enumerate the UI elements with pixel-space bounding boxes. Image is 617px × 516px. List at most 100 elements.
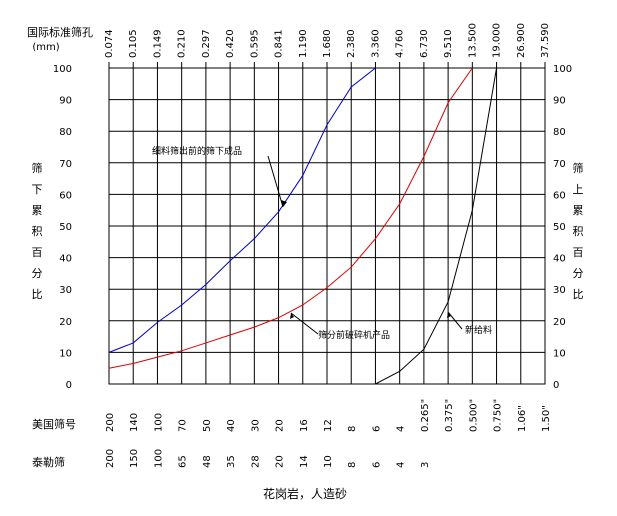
us-sieve-tick-label: 0.500" — [468, 399, 479, 432]
y-left-title-char: 筛 — [32, 161, 43, 175]
y-left-tick-label: 80 — [59, 127, 72, 138]
top-tick-label: 1.680 — [322, 29, 333, 58]
tyler-sieve-tick-label: 14 — [299, 455, 310, 468]
us-sieve-tick-label: 4 — [396, 426, 407, 432]
top-tick-label: 2.380 — [346, 29, 357, 58]
y-left-title-char: 累 — [32, 204, 43, 217]
y-right-tick-label: 90 — [553, 96, 566, 107]
us-sieve-tick-label: 100 — [153, 413, 164, 432]
top-tick-label: 3.360 — [370, 29, 381, 58]
top-tick-label: 6.730 — [419, 29, 430, 58]
top-tick-label: 0.595 — [249, 29, 260, 58]
tyler-sieve-tick-label: 200 — [105, 449, 116, 468]
tyler-sieve-tick-label: 65 — [178, 455, 189, 468]
series-label-leader — [267, 155, 284, 208]
top-tick-label: 26.900 — [516, 23, 527, 58]
tyler-sieve-tick-label: 28 — [250, 455, 261, 468]
tyler-sieve-tick-label: 8 — [347, 462, 358, 468]
y-right-tick-label: 70 — [553, 159, 566, 170]
us-sieve-tick-label: 70 — [178, 419, 189, 432]
tyler-sieve-tick-label: 100 — [153, 449, 164, 468]
series-label-1: 细料筛出前的筛下成品 — [152, 145, 242, 157]
y-left-title-char: 比 — [32, 288, 43, 301]
us-sieve-tick-label: 0.375" — [444, 399, 455, 432]
us-sieve-tick-label: 0.265" — [420, 399, 431, 432]
top-tick-label: 0.841 — [274, 29, 285, 58]
top-tick-label: 0.297 — [201, 29, 212, 58]
y-left-tick-label: 20 — [59, 317, 72, 328]
top-tick-label: 0.210 — [177, 29, 188, 58]
y-left-title-char: 积 — [32, 225, 43, 238]
tyler-sieve-tick-label: 150 — [129, 449, 140, 468]
top-tick-label: 37.590 — [540, 23, 551, 58]
y-left-tick-label: 70 — [59, 159, 72, 170]
tyler-sieve-tick-label: 10 — [323, 455, 334, 468]
us-sieve-tick-label: 140 — [129, 413, 140, 432]
top-tick-label: 19.000 — [492, 23, 503, 58]
series-group — [108, 67, 498, 385]
top-tick-label: 0.105 — [128, 29, 139, 58]
y-right-tick-label: 80 — [553, 127, 566, 138]
series-line-1 — [108, 67, 376, 353]
chart-title: 花岗岩，人造砂 — [263, 486, 347, 501]
y-left-tick-label: 100 — [53, 64, 72, 75]
y-left-title-char: 下 — [32, 183, 43, 196]
y-right-title-char: 分 — [573, 267, 584, 280]
y-right-tick-label: 10 — [553, 348, 566, 359]
y-right-tick-label: 100 — [553, 64, 572, 75]
tyler-sieve-tick-label: 3 — [420, 462, 431, 468]
tyler-sieve-tick-label: 4 — [396, 462, 407, 468]
series-label-2: 筛分前破碎机产品 — [318, 329, 390, 341]
y-left-title-char: 分 — [32, 267, 43, 280]
series-label-3: 新给料 — [465, 324, 492, 336]
us-sieve-label: 美国筛号 — [32, 417, 76, 431]
us-sieve-tick-label: 8 — [347, 426, 358, 432]
y-right-tick-label: 60 — [553, 190, 566, 201]
y-right-title-char: 累 — [573, 204, 584, 217]
top-tick-label: 0.149 — [152, 29, 163, 58]
us-sieve-tick-label: 0.750" — [493, 399, 504, 432]
leader-arrow — [290, 313, 294, 319]
y-left-tick-label: 50 — [59, 222, 72, 233]
series-label-leader — [447, 311, 463, 330]
tyler-sieve-tick-label: 35 — [226, 455, 237, 468]
top-tick-label: 9.510 — [443, 29, 454, 58]
us-sieve-tick-label: 200 — [105, 413, 116, 432]
y-right-tick-label: 20 — [553, 317, 566, 328]
series-line-3 — [375, 67, 498, 385]
us-sieve-tick-label: 50 — [202, 419, 213, 432]
y-right-tick-label: 50 — [553, 222, 566, 233]
y-right-title-char: 上 — [573, 183, 584, 196]
us-sieve-tick-label: 1.06" — [517, 405, 528, 432]
y-right-tick-label: 30 — [553, 285, 566, 296]
y-left-tick-label: 60 — [59, 190, 72, 201]
y-right-title-char: 筛 — [573, 161, 584, 175]
top-axis-label: 国际标准筛孔 — [27, 25, 93, 39]
y-right-title-char: 比 — [573, 288, 584, 301]
series-line-2 — [108, 67, 473, 369]
top-tick-label: 0.074 — [104, 29, 115, 58]
y-right-tick-label: 0 — [553, 380, 559, 391]
us-sieve-tick-label: 20 — [275, 419, 286, 432]
y-left-title-char: 百 — [32, 246, 43, 259]
top-axis-unit: (mm) — [32, 42, 59, 53]
top-tick-label: 0.420 — [225, 29, 236, 58]
y-left-tick-label: 0 — [66, 380, 72, 391]
top-tick-label: 1.190 — [298, 29, 309, 58]
tyler-sieve-tick-label: 20 — [275, 455, 286, 468]
tyler-sieve-tick-label: 6 — [371, 462, 382, 468]
y-left-tick-label: 30 — [59, 285, 72, 296]
tyler-sieve-label: 泰勒筛 — [32, 455, 65, 469]
top-tick-label: 4.760 — [395, 29, 406, 58]
series-label-leader — [290, 312, 319, 335]
grid — [108, 62, 546, 385]
y-right-title-char: 百 — [573, 246, 584, 259]
y-left-tick-label: 40 — [59, 254, 72, 265]
leader-arrow — [447, 312, 451, 318]
us-sieve-tick-label: 16 — [299, 419, 310, 432]
y-right-tick-label: 40 — [553, 254, 566, 265]
tyler-sieve-tick-label: 48 — [202, 455, 213, 468]
